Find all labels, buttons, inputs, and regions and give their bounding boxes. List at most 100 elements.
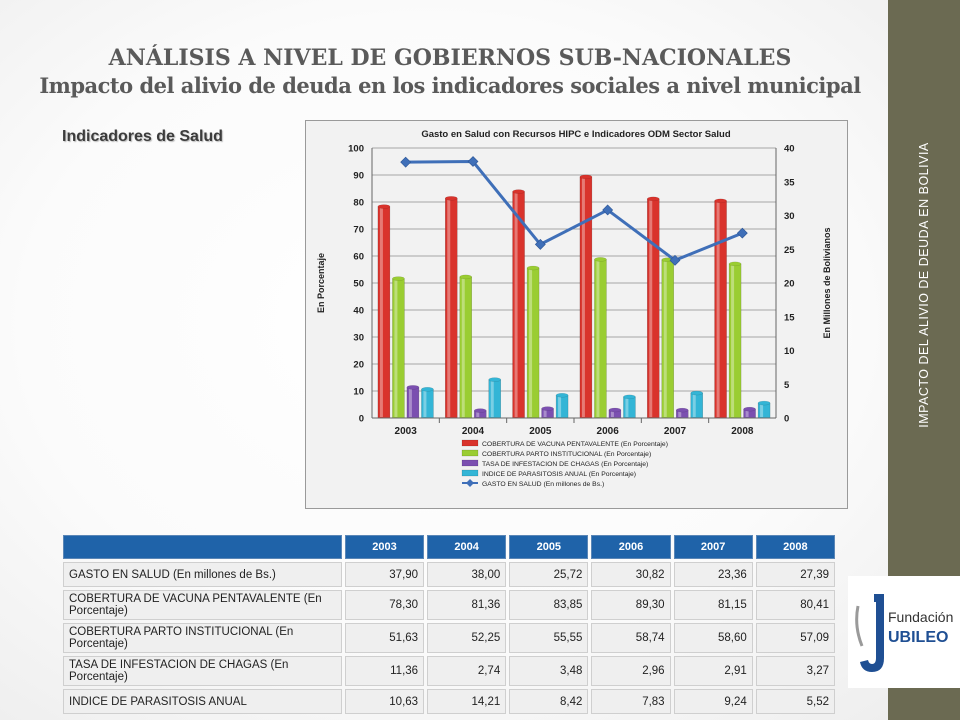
- section-title: Indicadores de Salud: [62, 128, 223, 145]
- bar-cap: [555, 393, 569, 398]
- table-row: GASTO EN SALUD (En millones de Bs.) 37,9…: [63, 562, 835, 587]
- y-tick-label: 10: [353, 387, 364, 398]
- row-label: TASA DE INFESTACION DE CHAGAS (En Porcen…: [63, 656, 342, 686]
- table-cell: 30,82: [591, 562, 671, 587]
- bar-cap: [392, 276, 405, 281]
- table-cell: 23,36: [673, 562, 753, 587]
- table-row: COBERTURA PARTO INSTITUCIONAL (En Porcen…: [63, 623, 835, 653]
- bar-highlight: [408, 388, 412, 417]
- y2-tick-label: 30: [784, 211, 795, 222]
- bar: [459, 276, 472, 419]
- table-cell: 81,36: [427, 590, 507, 620]
- bar-highlight: [716, 201, 720, 417]
- gasto-point: [736, 227, 748, 239]
- gasto-point: [669, 254, 681, 266]
- bar-cap: [459, 274, 472, 280]
- bar-cap: [488, 377, 501, 382]
- bar: [406, 387, 420, 419]
- bar-cap: [757, 400, 771, 406]
- bar-highlight: [745, 410, 749, 417]
- table-cell: 10,63: [344, 689, 425, 714]
- table-cell: 58,74: [591, 623, 671, 653]
- sidebar-text: IMPACTO DEL ALIVIO DE DEUDA EN BOLIVIA: [917, 142, 931, 428]
- y2-tick-label: 5: [784, 380, 790, 391]
- bar: [594, 259, 607, 419]
- table-header-row: 2003 2004 2005 2006 2007 2008: [63, 535, 835, 559]
- table-cell: 57,09: [755, 623, 835, 653]
- logo-line1: Fundación: [888, 609, 953, 625]
- bar-highlight: [731, 264, 735, 417]
- chart-title: Gasto en Salud con Recursos HIPC e Indic…: [421, 129, 731, 140]
- table-cell: 38,00: [427, 562, 507, 587]
- chart-frame: Gasto en Salud con Recursos HIPC e Indic…: [305, 120, 848, 509]
- bar-highlight: [543, 409, 547, 417]
- bar-cap: [474, 408, 487, 413]
- legend-swatch: [461, 459, 479, 467]
- table-row: COBERTURA DE VACUNA PENTAVALENTE (En Por…: [63, 590, 835, 620]
- table-cell: 2,74: [427, 656, 507, 686]
- chart: Gasto en Salud con Recursos HIPC e Indic…: [316, 129, 832, 488]
- legend-label: TASA DE INFESTACION DE CHAGAS (En Porcen…: [482, 461, 648, 468]
- y-axis-label: En Porcentaje: [316, 253, 326, 313]
- bar-cap: [594, 257, 607, 262]
- table-row: TASA DE INFESTACION DE CHAGAS (En Porcen…: [63, 656, 835, 686]
- bar-cap: [647, 196, 660, 202]
- bar-highlight: [678, 411, 682, 417]
- y-tick-label: 90: [353, 171, 364, 182]
- bar-highlight: [490, 380, 494, 417]
- bar-highlight: [423, 390, 427, 417]
- table-row: INDICE DE PARASITOSIS ANUAL 10,63 14,21 …: [63, 689, 835, 714]
- table-cell: 89,30: [591, 590, 671, 620]
- legend-marker: [466, 479, 474, 487]
- table-cell: 5,52: [755, 689, 835, 714]
- x-tick-label: 2007: [664, 426, 687, 437]
- bar-highlight: [447, 199, 451, 417]
- logo-graphic: Fundación UBILEO: [855, 594, 953, 672]
- table-cell: 37,90: [344, 562, 425, 587]
- legend-swatch: [461, 449, 479, 457]
- y2-axis-label: En Millones de Bolivianos: [822, 227, 832, 338]
- table-header-empty: [63, 535, 342, 559]
- table-cell: 7,83: [591, 689, 671, 714]
- gasto-point: [467, 156, 479, 167]
- bar: [623, 396, 636, 419]
- bar: [526, 267, 540, 419]
- row-label: GASTO EN SALUD (En millones de Bs.): [63, 562, 342, 587]
- bar: [690, 392, 703, 419]
- table-header-2003: 2003: [344, 535, 425, 559]
- bar: [728, 263, 742, 419]
- bar: [661, 259, 674, 419]
- bar: [714, 200, 727, 419]
- y2-tick-label: 10: [784, 346, 795, 357]
- bar-highlight: [476, 411, 480, 417]
- y2-tick-label: 0: [784, 414, 789, 425]
- gasto-point: [602, 204, 614, 216]
- bar-highlight: [581, 177, 585, 417]
- table-header-2004: 2004: [427, 535, 507, 559]
- bar: [421, 389, 434, 419]
- row-label: COBERTURA DE VACUNA PENTAVALENTE (En Por…: [63, 590, 342, 620]
- y-tick-label: 0: [359, 414, 364, 425]
- table-cell: 52,25: [427, 623, 507, 653]
- bar-highlight: [610, 411, 614, 417]
- table-header-2006: 2006: [591, 535, 671, 559]
- table-cell: 25,72: [509, 562, 589, 587]
- y2-tick-label: 25: [784, 245, 795, 256]
- bar-cap: [421, 387, 434, 392]
- bar-highlight: [558, 396, 562, 417]
- gasto-line: [405, 159, 743, 263]
- y2-tick-label: 40: [784, 144, 795, 155]
- table-cell: 2,96: [591, 656, 671, 686]
- legend-label: COBERTURA PARTO INSTITUCIONAL (En Porcen…: [482, 451, 651, 458]
- y-tick-label: 30: [353, 333, 364, 344]
- table-cell: 78,30: [344, 590, 425, 620]
- bar: [579, 176, 593, 419]
- bar-cap: [623, 394, 636, 400]
- gasto-point: [534, 238, 546, 250]
- y2-tick-label: 15: [784, 312, 795, 323]
- table-cell: 14,21: [427, 689, 507, 714]
- logo-j-shadow: [855, 605, 864, 647]
- bar-cap: [541, 406, 554, 411]
- bar-cap: [728, 261, 742, 267]
- bar-cap: [526, 265, 540, 271]
